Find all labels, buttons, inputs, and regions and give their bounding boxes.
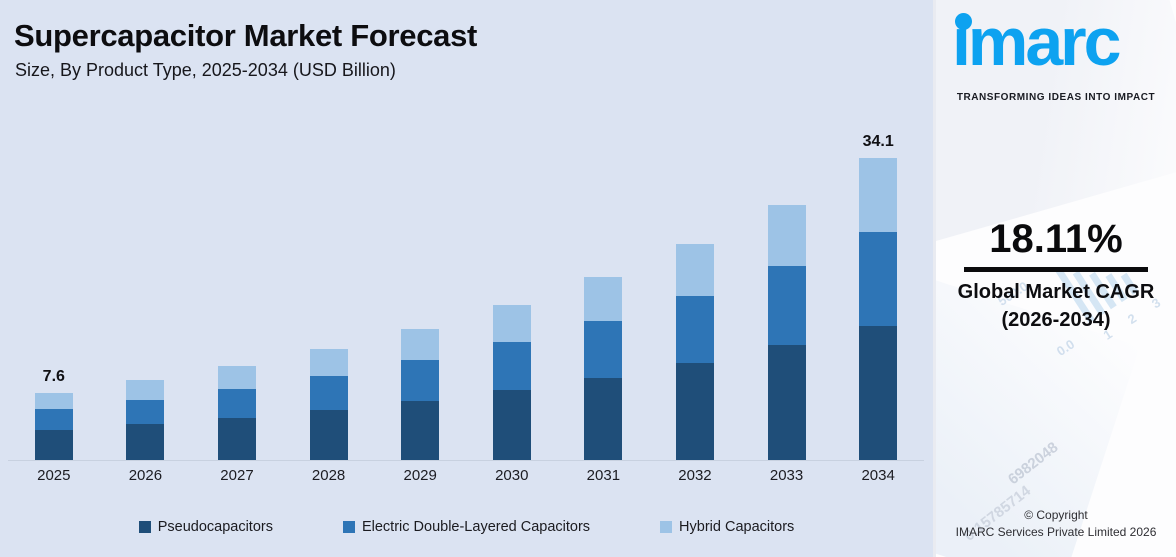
bar-column-2029: 2029 (374, 130, 466, 484)
bar-segment-pseudocapacitors (309, 410, 348, 460)
cagr-underline (964, 267, 1148, 272)
bar-column-2030: 2030 (466, 130, 558, 484)
bar-segment-electric-double-layered-capacitors (401, 360, 440, 401)
bar-segment-electric-double-layered-capacitors (309, 375, 348, 411)
bar-stack-2027 (217, 366, 256, 460)
bar-segment-hybrid-capacitors (584, 277, 623, 322)
x-axis-label-2033: 2033 (769, 467, 804, 484)
bar-segment-hybrid-capacitors (492, 305, 531, 343)
bar-stack-2032 (675, 244, 714, 460)
bar-segment-pseudocapacitors (492, 390, 531, 460)
chart-legend: Pseudocapacitors Electric Double-Layered… (0, 519, 933, 535)
copyright-line1: © Copyright (1024, 508, 1088, 522)
bar-segment-pseudocapacitors (34, 429, 73, 460)
bar-segment-electric-double-layered-capacitors (217, 388, 256, 418)
imarc-tagline: TRANSFORMING IDEAS INTO IMPACT (956, 92, 1156, 103)
bar-segment-hybrid-capacitors (217, 366, 256, 389)
copyright: © Copyright IMARC Services Private Limit… (936, 507, 1176, 541)
page-subtitle: Size, By Product Type, 2025-2034 (USD Bi… (15, 60, 396, 80)
legend-item-electric-double-layered: Electric Double-Layered Capacitors (342, 519, 591, 535)
cagr-value: 18.11% (989, 217, 1123, 261)
bar-segment-electric-double-layered-capacitors (767, 266, 806, 346)
legend-item-hybrid-capacitors: Hybrid Capacitors (660, 519, 794, 535)
bar-column-2031: 2031 (558, 130, 650, 484)
plot-area: 7.6 2025 2026 2027 2028 2029 2030 2031 2032 2033 3… (8, 130, 924, 484)
bar-segment-pseudocapacitors (767, 345, 806, 460)
copyright-line2: IMARC Services Private Limited 2026 (955, 525, 1157, 539)
bar-segment-hybrid-capacitors (859, 157, 898, 232)
bar-stack-2031 (584, 277, 623, 460)
bar-stack-2030 (492, 305, 531, 460)
bar-column-2033: 2033 (741, 130, 833, 484)
bar-column-2026: 2026 (100, 130, 192, 484)
bar-column-2027: 2027 (191, 130, 283, 484)
bar-segment-electric-double-layered-capacitors (34, 408, 73, 430)
bar-stack-2033 (767, 205, 806, 460)
bar-total-label-2025: 7.6 (42, 367, 65, 385)
x-axis-label-2034: 2034 (861, 467, 895, 484)
bar-segment-electric-double-layered-capacitors (859, 231, 898, 326)
bar-segment-electric-double-layered-capacitors (675, 296, 714, 363)
bar-column-2028: 2028 (283, 130, 375, 484)
bar-stack-2025 (34, 392, 73, 460)
x-axis-label-2030: 2030 (495, 467, 529, 484)
cagr-period: (2026-2034) (1001, 309, 1111, 331)
x-axis-label-2026: 2026 (128, 467, 163, 484)
x-axis-label-2027: 2027 (220, 467, 254, 484)
side-panel: 500.0 0.0 1 2 3 4 6982048 0.15785714 ıma… (933, 0, 1176, 557)
x-axis-label-2031: 2031 (586, 467, 621, 484)
bar-segment-pseudocapacitors (217, 417, 256, 460)
bar-segment-electric-double-layered-capacitors (492, 342, 531, 391)
x-axis-label-2028: 2028 (311, 467, 346, 484)
bar-segment-electric-double-layered-capacitors (126, 399, 165, 425)
bar-column-2032: 2032 (649, 130, 741, 484)
bar-segment-hybrid-capacitors (126, 380, 165, 400)
bar-total-label-2034: 34.1 (862, 132, 894, 150)
bar-column-2034: 34.1 2034 (832, 130, 924, 484)
bar-segment-pseudocapacitors (584, 377, 623, 460)
bar-segment-pseudocapacitors (675, 362, 714, 460)
legend-item-pseudocapacitors: Pseudocapacitors (138, 519, 273, 535)
bar-segment-hybrid-capacitors (401, 328, 440, 361)
bar-segment-hybrid-capacitors (675, 244, 714, 297)
page-title: Supercapacitor Market Forecast (14, 18, 478, 53)
chart-region: Supercapacitor Market Forecast Size, By … (0, 0, 933, 557)
legend-label: Electric Double-Layered Capacitors (361, 519, 591, 535)
bar-segment-pseudocapacitors (401, 401, 440, 460)
bar-stack-2028 (309, 349, 348, 460)
legend-swatch-hybrid-capacitors (660, 521, 673, 533)
bar-stack-2026 (126, 380, 165, 460)
bar-segment-pseudocapacitors (859, 325, 898, 460)
legend-swatch-pseudocapacitors (138, 521, 151, 533)
x-axis-label-2025: 2025 (37, 467, 71, 484)
bar-stack-2029 (401, 328, 440, 460)
bar-segment-hybrid-capacitors (34, 392, 73, 409)
legend-swatch-electric-double-layered (342, 521, 355, 533)
bar-stack-2034 (859, 157, 898, 460)
bar-column-2025: 7.6 2025 (8, 130, 100, 484)
imarc-logo: ımarc (952, 0, 1121, 85)
imarc-logo-text: ımarc (952, 4, 1121, 80)
bar-segment-electric-double-layered-capacitors (584, 321, 623, 378)
legend-label: Hybrid Capacitors (679, 519, 795, 535)
legend-label: Pseudocapacitors (157, 519, 273, 535)
imarc-logo-dot-icon (955, 13, 972, 30)
bar-segment-hybrid-capacitors (309, 349, 348, 376)
x-axis-label-2032: 2032 (678, 467, 712, 484)
x-axis-label-2029: 2029 (403, 467, 437, 484)
bar-segment-pseudocapacitors (126, 424, 165, 460)
bar-segment-hybrid-capacitors (767, 205, 806, 267)
cagr-label: Global Market CAGR (957, 281, 1155, 303)
